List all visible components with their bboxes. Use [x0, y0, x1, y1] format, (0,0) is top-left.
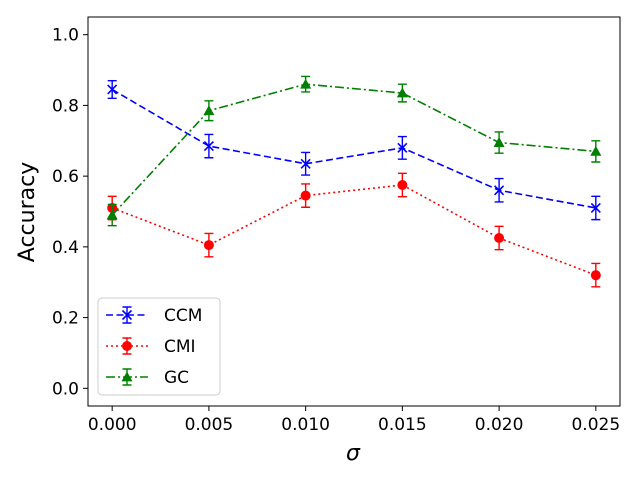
data-point-gc-0 — [106, 209, 118, 220]
data-point-gc-3 — [396, 87, 408, 98]
data-point-cmi-2 — [300, 190, 311, 201]
y-tick-label-1: 0.2 — [52, 309, 79, 329]
x-tick-label-5: 0.025 — [571, 415, 620, 435]
legend: CCM CMI GC — [97, 297, 221, 396]
data-point-cmi-3 — [397, 179, 408, 190]
legend-box — [97, 297, 221, 396]
data-point-ccm-0 — [107, 84, 118, 95]
series-line-gc — [111, 83, 596, 216]
x-tick-label-0: 0.000 — [88, 415, 137, 435]
y-tick-label-5: 1.0 — [52, 26, 79, 46]
data-point-ccm-2 — [300, 158, 311, 169]
x-tick-label-1: 0.005 — [185, 415, 234, 435]
data-point-gc-4 — [493, 137, 505, 147]
y-tick-label-3: 0.6 — [52, 167, 79, 187]
data-point-cmi-5 — [590, 270, 601, 281]
legend-marker-cmi — [122, 341, 132, 351]
data-point-ccm-5 — [590, 202, 601, 214]
series-gc — [106, 75, 602, 227]
data-point-ccm-3 — [397, 142, 408, 153]
legend-label-cmi: CMI — [164, 337, 196, 357]
x-axis-label: σ — [346, 441, 361, 466]
data-point-ccm-1 — [203, 141, 214, 152]
legend-item-cmi: CMI — [106, 337, 196, 357]
y-tick-label-4: 0.8 — [52, 96, 79, 116]
x-tick-label-4: 0.020 — [475, 415, 524, 435]
series-cmi — [107, 172, 601, 288]
y-tick-label-0: 0.0 — [52, 379, 79, 399]
series-ccm — [107, 79, 601, 221]
x-tick-label-3: 0.015 — [378, 415, 427, 435]
y-tick-label-2: 0.4 — [52, 238, 79, 258]
legend-label-ccm: CCM — [164, 306, 202, 326]
chart-marks — [106, 75, 602, 288]
data-point-gc-2 — [300, 78, 312, 89]
y-axis-label: Accuracy — [15, 162, 40, 262]
data-point-gc-1 — [203, 105, 215, 116]
legend-item-gc: GC — [106, 368, 189, 388]
series-line-cmi — [111, 184, 597, 276]
legend-marker-ccm — [121, 309, 133, 321]
chart-axes: 0.000 0.005 0.010 0.015 0.020 0.025 0.0 0.2 0.4 0… — [52, 16, 621, 435]
legend-marker-gc — [121, 371, 133, 382]
legend-item-ccm: CCM — [106, 306, 202, 326]
data-point-cmi-4 — [494, 233, 505, 244]
x-tick-label-2: 0.010 — [281, 415, 330, 435]
data-point-cmi-1 — [203, 240, 214, 251]
data-point-ccm-4 — [494, 185, 505, 196]
data-point-gc-5 — [590, 145, 602, 156]
plot-frame — [87, 16, 621, 407]
legend-label-gc: GC — [164, 368, 189, 388]
